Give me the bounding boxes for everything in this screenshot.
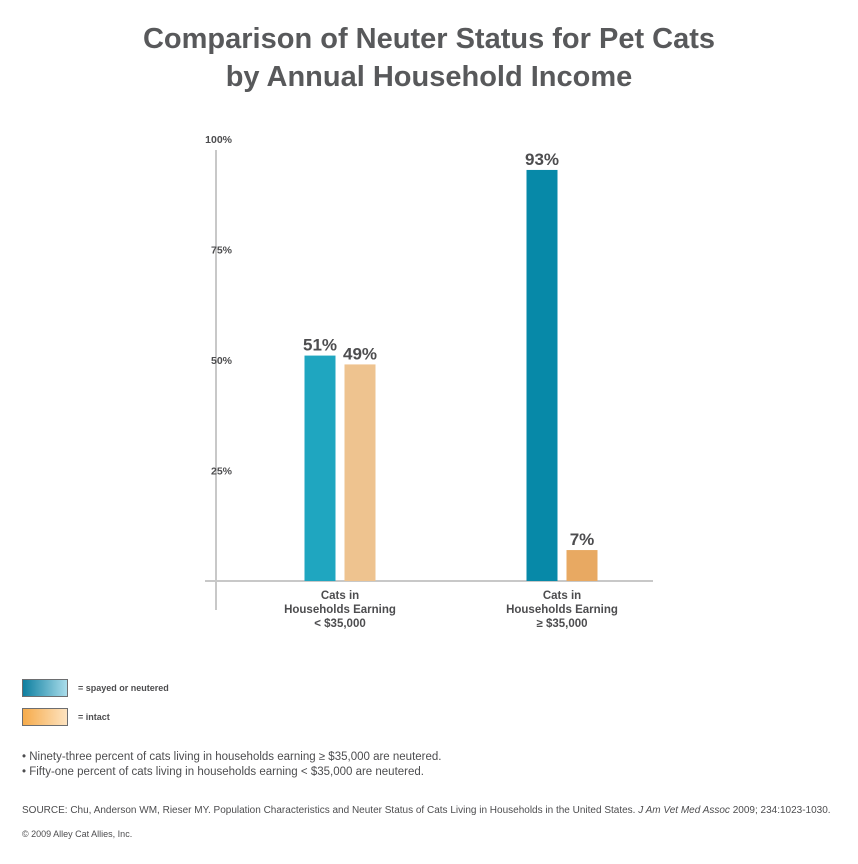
data-label-spayed-0: 51%	[303, 336, 337, 355]
chart-title: Comparison of Neuter Status for Pet Cats…	[0, 20, 858, 96]
legend-item-spayed: = spayed or neutered	[22, 679, 169, 697]
note-line-2: • Fifty-one percent of cats living in ho…	[22, 766, 424, 778]
category-label-0-line-0: Cats in	[321, 590, 359, 602]
bar-spayed-0	[304, 355, 336, 581]
data-label-intact-1: 7%	[570, 530, 595, 549]
category-label-1-line-0: Cats in	[543, 590, 581, 602]
chart-title-line-1: Comparison of Neuter Status for Pet Cats	[142, 23, 716, 55]
category-label-1-line-2: ≥ $35,000	[536, 618, 587, 630]
y-tick-label-50: 50%	[211, 355, 233, 367]
note-line-1: • Ninety-three percent of cats living in…	[22, 751, 442, 763]
category-label-1-line-1: Households Earning	[506, 604, 618, 616]
bar-intact-1	[566, 550, 598, 581]
y-tick-label-75: 75%	[211, 245, 233, 257]
y-tick-label-100: 100%	[205, 134, 233, 146]
source-prefix: SOURCE: Chu, Anderson WM, Rieser MY. Pop…	[22, 805, 639, 816]
bar-intact-0	[344, 364, 376, 581]
copyright: © 2009 Alley Cat Allies, Inc.	[22, 829, 133, 839]
category-label-0-line-2: < $35,000	[314, 618, 365, 630]
notes: • Ninety-three percent of cats living in…	[22, 750, 442, 780]
legend-label-spayed: = spayed or neutered	[78, 683, 169, 693]
data-label-intact-0: 49%	[343, 344, 377, 363]
source-citation: SOURCE: Chu, Anderson WM, Rieser MY. Pop…	[22, 805, 831, 816]
category-label-0-line-1: Households Earning	[284, 604, 396, 616]
legend-item-intact: = intact	[22, 708, 110, 726]
bar-spayed-1	[526, 169, 558, 581]
source-journal: J Am Vet Med Assoc	[638, 805, 730, 816]
data-label-spayed-1: 93%	[525, 150, 559, 169]
legend-swatch-intact	[22, 708, 68, 726]
source-suffix: 2009; 234:1023-1030.	[729, 805, 831, 816]
chart-title-line-2: by Annual Household Income	[225, 61, 633, 93]
bar-chart: 25% 50% 75% 100% 51% 93% 49% 7% Cats in Household…	[205, 134, 653, 630]
legend-label-intact: = intact	[78, 712, 110, 722]
legend-swatch-spayed	[22, 679, 68, 697]
y-tick-label-25: 25%	[211, 466, 233, 478]
